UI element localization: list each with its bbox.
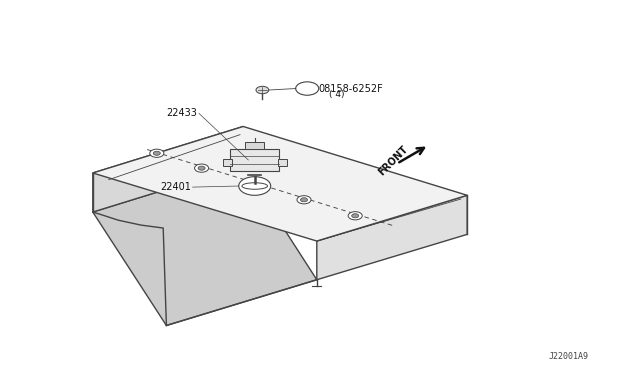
Circle shape	[301, 198, 307, 202]
Circle shape	[256, 86, 269, 94]
Circle shape	[195, 164, 209, 172]
Polygon shape	[317, 195, 467, 280]
Circle shape	[352, 214, 359, 218]
Circle shape	[239, 177, 271, 195]
Circle shape	[154, 151, 161, 155]
Bar	[223, 159, 232, 166]
Circle shape	[198, 166, 205, 170]
Text: ( 4): ( 4)	[329, 90, 344, 99]
Circle shape	[296, 82, 319, 95]
Text: FRONT: FRONT	[377, 144, 410, 178]
Circle shape	[250, 182, 256, 186]
Text: 08158-6252F: 08158-6252F	[319, 84, 383, 93]
Circle shape	[150, 149, 164, 157]
Polygon shape	[93, 126, 467, 241]
Polygon shape	[93, 126, 243, 212]
Text: B: B	[305, 84, 310, 93]
Bar	[230, 149, 279, 171]
Ellipse shape	[242, 183, 268, 189]
Text: J22001A9: J22001A9	[549, 352, 589, 361]
Bar	[245, 142, 264, 149]
Polygon shape	[93, 166, 317, 326]
Circle shape	[297, 196, 311, 204]
Bar	[278, 159, 287, 166]
Text: 22433: 22433	[166, 109, 197, 118]
Text: 22401: 22401	[160, 182, 191, 192]
Circle shape	[246, 180, 260, 188]
Circle shape	[348, 212, 362, 220]
